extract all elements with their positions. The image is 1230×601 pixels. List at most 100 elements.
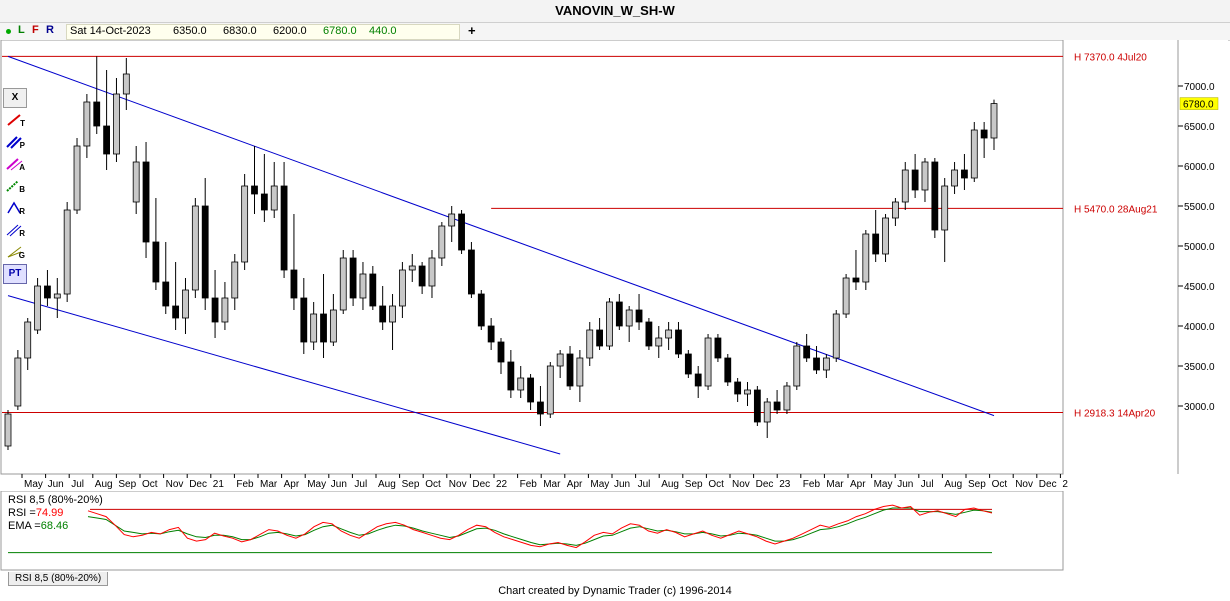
toolbar-f-button[interactable]: F xyxy=(32,24,39,36)
price-chart[interactable]: H 7370.0 4Jul20 H 5470.0 28Aug21 H 2918.3 … xyxy=(0,40,1230,490)
candle-body xyxy=(408,265,416,271)
candle-body xyxy=(675,329,682,355)
y-tick-label: 4000.0 xyxy=(1184,322,1215,333)
candle-body xyxy=(734,381,742,395)
candle-body xyxy=(280,185,288,271)
x-tick-label: Apr xyxy=(850,479,866,490)
x-tick-label: Jul xyxy=(921,479,934,490)
candle-body xyxy=(53,293,61,299)
candle-body xyxy=(724,357,732,383)
x-tick-label: Apr xyxy=(284,479,300,490)
tab-rsi[interactable]: RSI 8,5 (80%-20%) xyxy=(8,572,109,586)
tool-retracement-icon[interactable]: R xyxy=(3,198,27,218)
candle-body xyxy=(211,297,219,323)
candle-body xyxy=(882,217,889,255)
toolbar: L F R Sat 14-Oct-2023 6350.0 6830.0 6200… xyxy=(0,23,1230,41)
x-tick-label: Sep xyxy=(402,479,420,490)
x-tick-label: Nov xyxy=(166,479,184,490)
bar-info-box: Sat 14-Oct-2023 6350.0 6830.0 6200.0 678… xyxy=(66,24,460,40)
candle-body xyxy=(832,313,840,359)
ema-line xyxy=(87,507,993,546)
candle-body xyxy=(635,309,643,323)
candle-body xyxy=(813,357,820,371)
x-tick-label: Oct xyxy=(992,479,1008,490)
candle-body xyxy=(162,281,170,307)
x-tick-label: Sep xyxy=(685,479,703,490)
x-tick-label: May xyxy=(307,479,326,490)
rsi-chart[interactable] xyxy=(0,491,1230,571)
tool-gann-icon[interactable]: G xyxy=(3,242,27,262)
x-tick-label: May xyxy=(874,479,893,490)
candle-body xyxy=(231,261,239,299)
candle-body xyxy=(517,377,525,391)
candle-body xyxy=(14,357,22,407)
candle-body xyxy=(822,357,830,371)
x-tick-label: Dec xyxy=(1039,479,1057,490)
candle-body xyxy=(320,313,327,343)
candle-body xyxy=(221,297,229,323)
tool-b-icon[interactable]: B xyxy=(3,176,27,196)
x-tick-label: Aug xyxy=(95,479,113,490)
candle-body xyxy=(270,185,278,211)
candle-body xyxy=(744,389,751,395)
candle-body xyxy=(527,377,534,403)
candle-body xyxy=(803,345,811,359)
candle-body xyxy=(44,285,51,299)
rsi-line xyxy=(87,504,993,549)
candle-body xyxy=(83,101,91,147)
candle-body xyxy=(990,103,998,139)
x-tick-label: Mar xyxy=(543,479,561,490)
toolbar-r-button[interactable]: R xyxy=(46,24,54,36)
candle-body xyxy=(951,169,958,187)
candle-body xyxy=(576,357,584,387)
candle-body xyxy=(300,297,308,343)
y-tick-label: 6500.0 xyxy=(1184,122,1215,133)
x-tick-label: Dec xyxy=(472,479,490,490)
candle-body xyxy=(961,169,968,179)
x-tick-label: Mar xyxy=(260,479,278,490)
candle-body xyxy=(458,213,465,251)
x-tick-label: 23 xyxy=(779,479,791,490)
ema-value-row: EMA =68.46 xyxy=(8,520,69,532)
y-tick-label: 6000.0 xyxy=(1184,162,1215,173)
candle-body xyxy=(980,129,988,139)
tool-trendline-icon[interactable]: T xyxy=(3,110,27,130)
candle-body xyxy=(487,325,495,343)
x-tick-label: Feb xyxy=(520,479,538,490)
candle-body xyxy=(645,321,653,347)
candle-body xyxy=(389,305,396,323)
candle-body xyxy=(753,389,761,423)
x-tick-label: 21 xyxy=(213,479,225,490)
bar-date: Sat 14-Oct-2023 xyxy=(70,25,151,37)
x-tick-label: Jun xyxy=(897,479,913,490)
candle-body xyxy=(537,401,544,415)
tool-ratio-icon[interactable]: R xyxy=(3,220,27,240)
candle-body xyxy=(892,201,899,219)
y-tick-label: 4500.0 xyxy=(1184,282,1215,293)
candle-body xyxy=(260,193,268,211)
candle-body xyxy=(310,313,318,343)
x-tick-label: May xyxy=(24,479,43,490)
candle-body xyxy=(468,249,475,295)
tool-pt-icon[interactable]: PT xyxy=(3,264,27,284)
tool-close-icon[interactable]: X xyxy=(3,88,27,108)
footer-credit: Chart created by Dynamic Trader (c) 1996… xyxy=(498,585,732,597)
candle-body xyxy=(970,129,978,179)
x-tick-label: Apr xyxy=(567,479,583,490)
candle-body xyxy=(63,209,71,295)
tool-parallel-icon[interactable]: P xyxy=(3,132,27,152)
candle-body xyxy=(714,337,722,359)
candle-body xyxy=(103,125,110,155)
candle-body xyxy=(477,293,485,327)
candle-body xyxy=(359,273,367,299)
y-tick-label: 3500.0 xyxy=(1184,362,1215,373)
add-button[interactable]: + xyxy=(468,23,476,38)
x-tick-label: Aug xyxy=(661,479,679,490)
toolbar-l-button[interactable]: L xyxy=(18,24,25,36)
candle-body xyxy=(379,305,387,323)
level-label: H 5470.0 28Aug21 xyxy=(1074,204,1158,215)
y-tick-label: 5500.0 xyxy=(1184,202,1215,213)
tool-andrews-icon[interactable]: A xyxy=(3,154,27,174)
candle-body xyxy=(201,205,209,299)
candle-body xyxy=(862,233,870,283)
